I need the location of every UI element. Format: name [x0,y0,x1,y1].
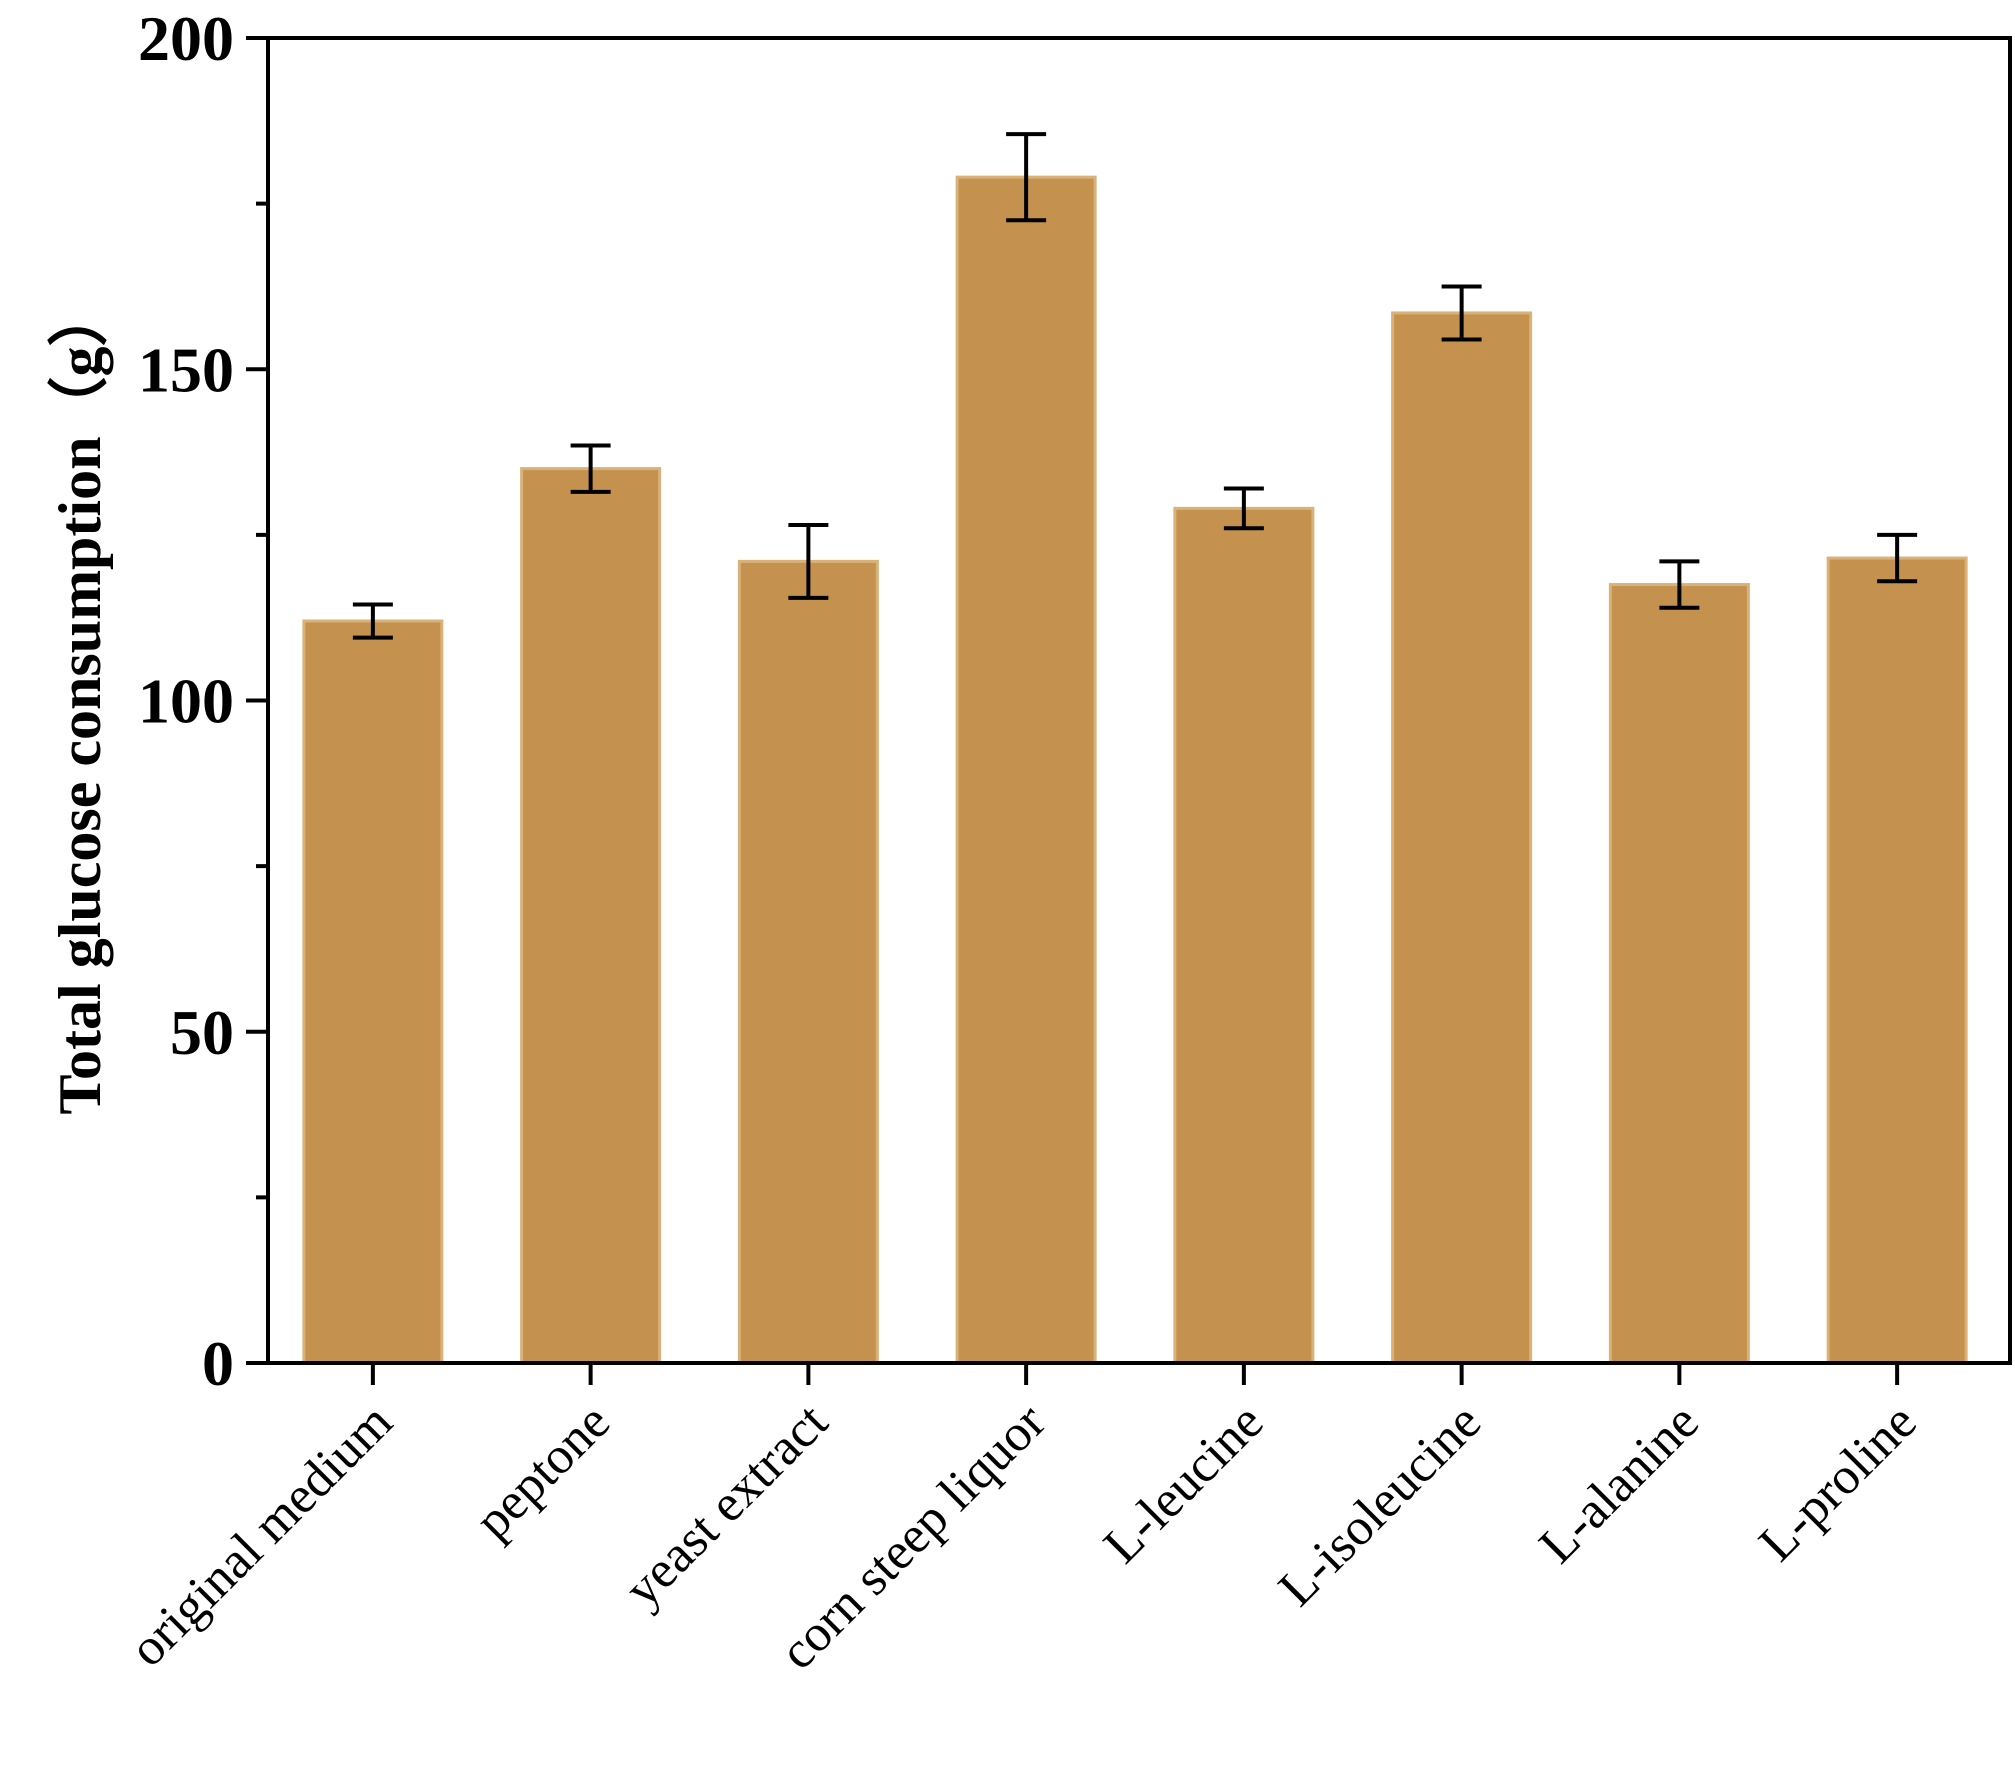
x-tick-label: L-isoleucine [1268,1393,1492,1617]
x-tick-label: yeast extract [614,1393,839,1618]
error-bar-8 [1877,532,1918,584]
y-tick-label: 50 [170,997,234,1068]
y-tick-label: 0 [202,1328,234,1399]
bar-1 [302,619,444,1365]
x-tick-label: L-alanine [1529,1393,1710,1574]
x-tick-label: L-proline [1748,1393,1927,1572]
bar-2 [520,467,662,1365]
error-bar-5 [1223,486,1264,531]
bar-7 [1608,583,1750,1365]
error-bar-1 [352,602,393,640]
error-bar-4 [1006,132,1047,223]
bar-6 [1391,311,1533,1365]
x-tick-label: original medium [119,1393,403,1677]
bars-layer [302,175,1968,1365]
y-tick-label: 150 [138,334,234,405]
bar-3 [737,559,879,1365]
bar-4 [955,175,1097,1365]
x-tick-label: L-leucine [1093,1393,1274,1574]
bar-5 [1173,506,1315,1365]
y-tick-label: 100 [138,666,234,737]
error-bar-2 [570,443,611,494]
bar-8 [1826,556,1968,1365]
error-bars-layer [352,132,1918,640]
y-tick-label: 200 [138,3,234,74]
y-axis-title: Total glucose consumption（g） [46,287,113,1115]
error-bar-3 [788,522,829,600]
y-axis: 0 50 100 150 200 [138,3,268,1399]
error-bar-7 [1659,559,1700,610]
error-bar-6 [1441,284,1482,342]
x-tick-label: peptone [464,1393,621,1550]
